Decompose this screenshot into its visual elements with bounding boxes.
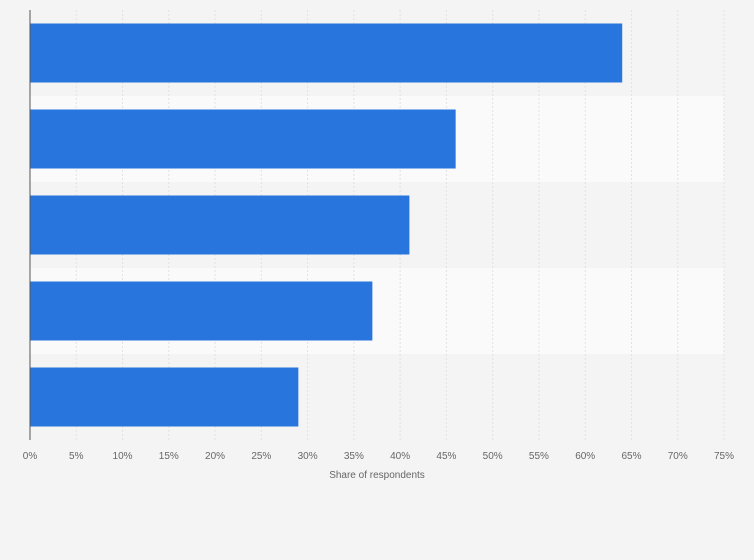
x-tick-label: 10% [113, 451, 133, 462]
bar [30, 195, 410, 255]
x-axis-title: Share of respondents [329, 470, 425, 481]
x-tick-label: 70% [668, 451, 688, 462]
x-tick-label: 75% [714, 451, 734, 462]
x-tick-label: 65% [621, 451, 641, 462]
x-tick-label: 50% [483, 451, 503, 462]
x-tick-label: 40% [390, 451, 410, 462]
bar [30, 367, 299, 427]
bar [30, 109, 456, 169]
bar [30, 281, 373, 341]
x-tick-label: 45% [436, 451, 456, 462]
x-tick-label: 55% [529, 451, 549, 462]
x-tick-label: 35% [344, 451, 364, 462]
x-tick-label: 15% [159, 451, 179, 462]
x-tick-label: 5% [69, 451, 84, 462]
x-tick-label: 30% [298, 451, 318, 462]
x-tick-label: 60% [575, 451, 595, 462]
bars [30, 23, 623, 427]
x-tick-label: 0% [23, 451, 38, 462]
x-tick-label: 20% [205, 451, 225, 462]
bar [30, 23, 623, 83]
x-axis-ticks: 0% 5% 10% 15% 20% 25% 30% 35% 40% 45% 50% 55% 60% 65%… [23, 451, 734, 462]
x-tick-label: 25% [251, 451, 271, 462]
